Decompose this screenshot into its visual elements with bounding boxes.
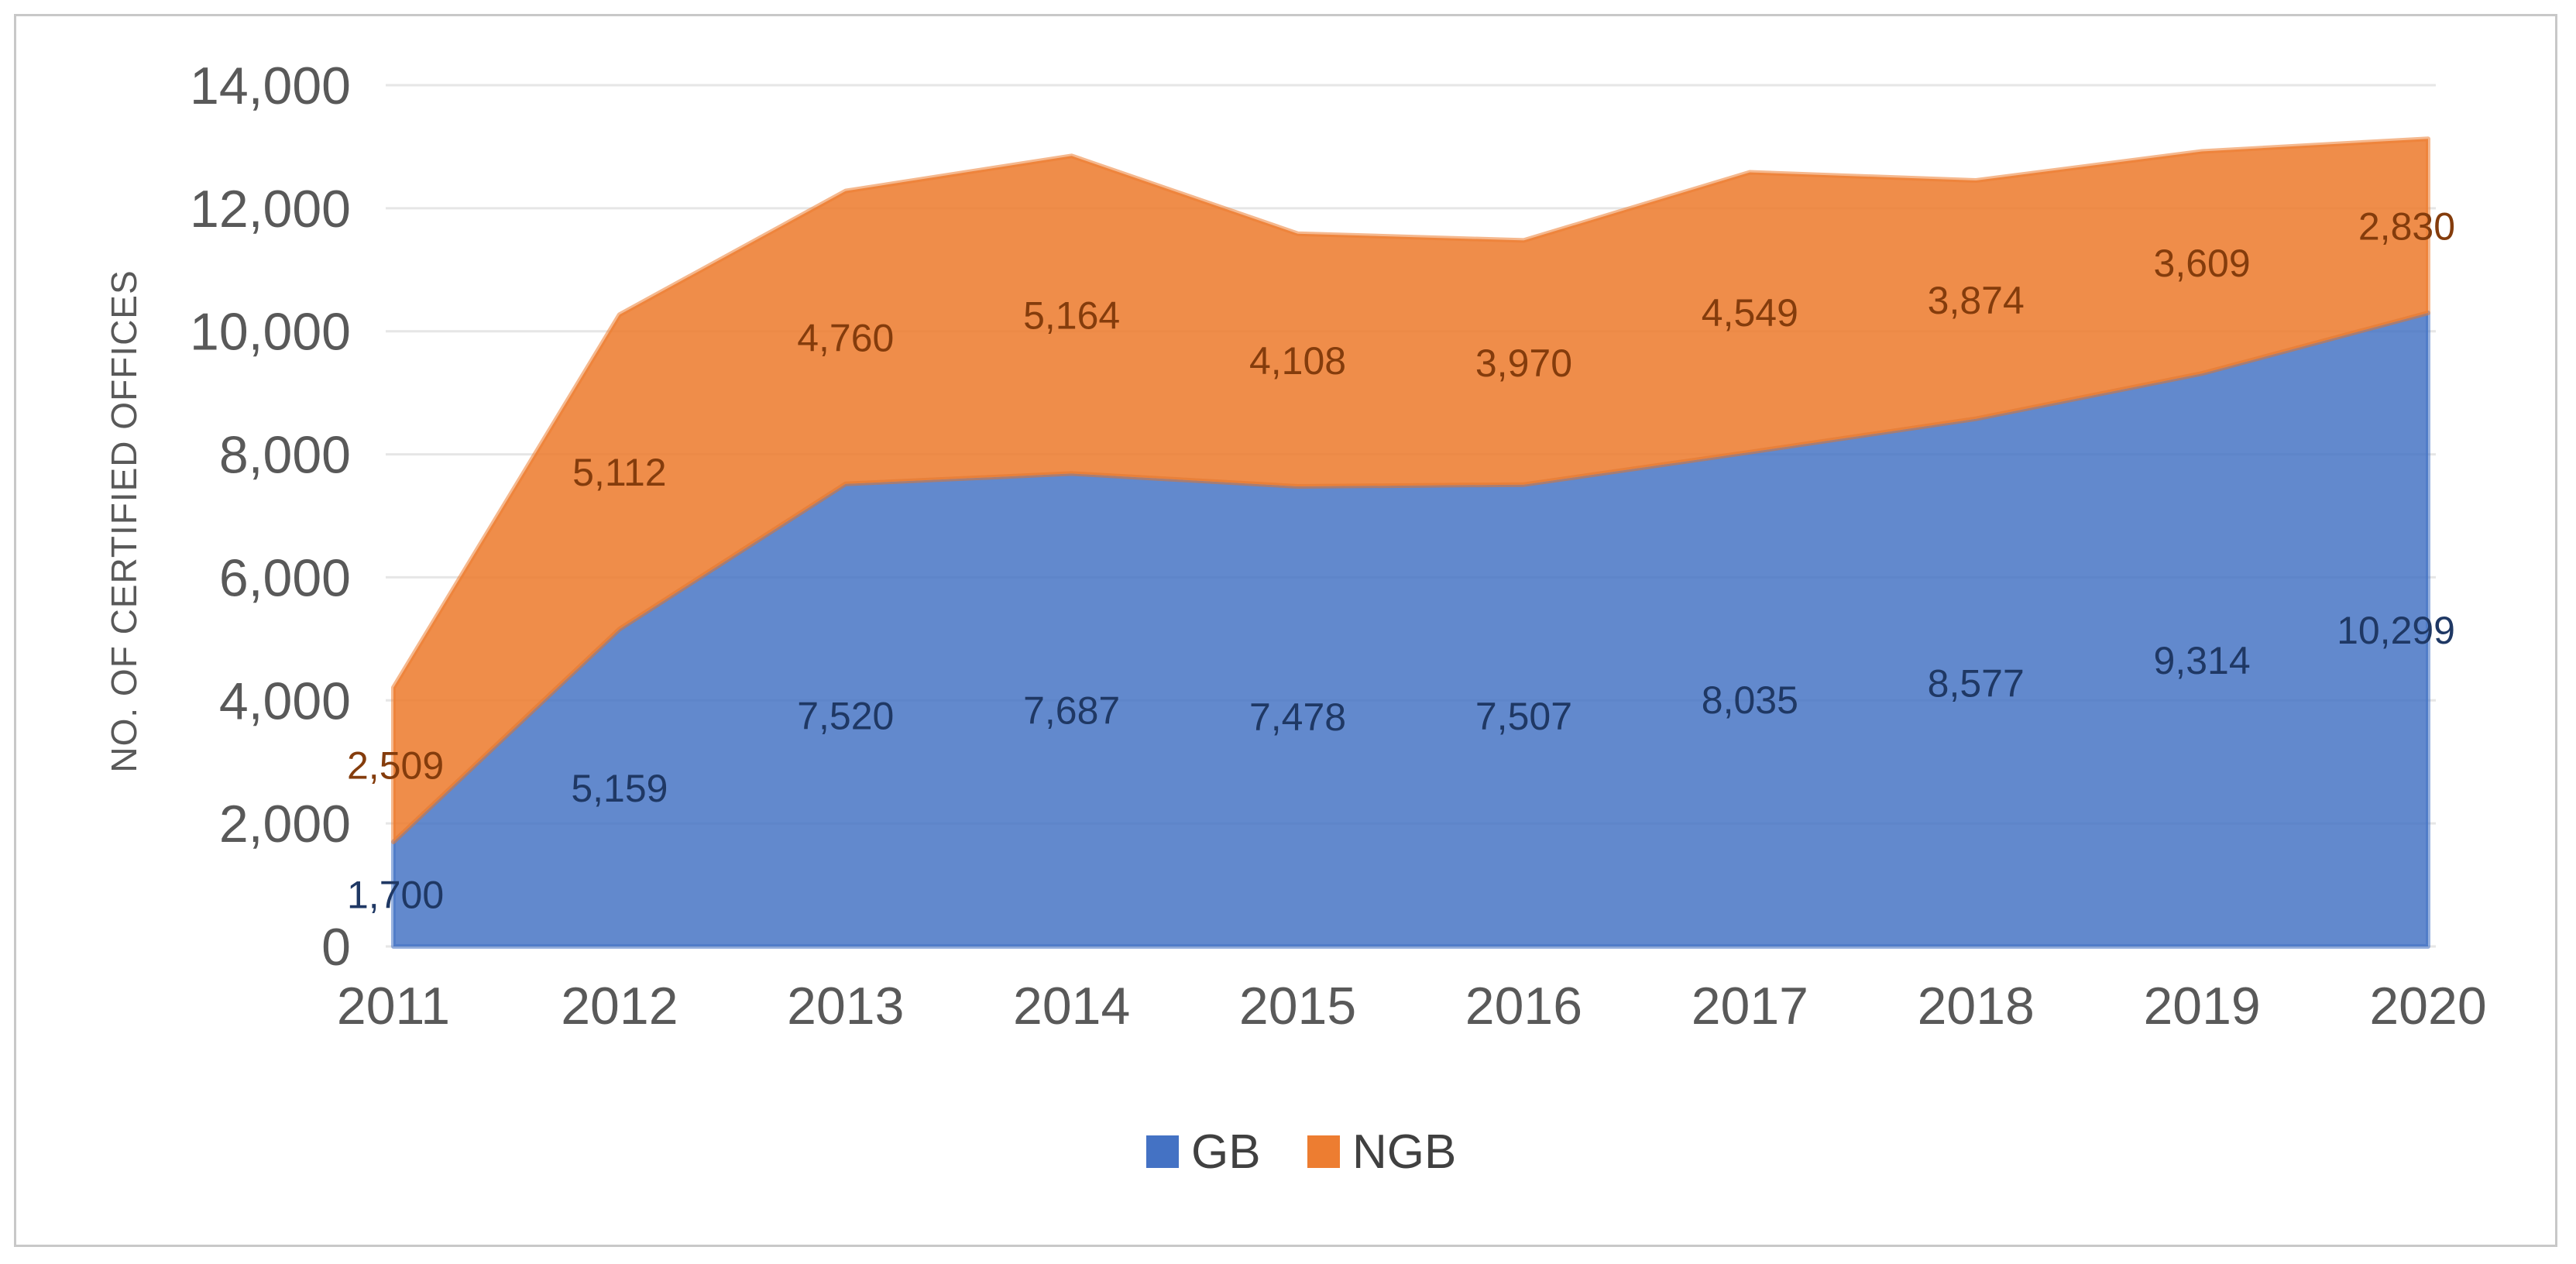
area-series — [391, 136, 2430, 949]
y-axis-title: NO. OF CERTIFIED OFFICES — [104, 270, 144, 772]
x-axis-ticks: 2011 2012 2013 2014 2015 2016 2017 2018 2019 2020 — [337, 977, 2487, 1036]
data-label-gb: 5,159 — [571, 767, 668, 810]
data-label-ngb: 3,609 — [2154, 242, 2251, 285]
y-tick-label: 2,000 — [219, 795, 351, 854]
data-label-gb: 7,687 — [1023, 689, 1120, 733]
data-label-gb: 8,035 — [1702, 678, 1798, 722]
data-label-gb: 1,700 — [347, 873, 444, 916]
x-tick-label: 2015 — [1239, 977, 1356, 1036]
y-tick-label: 12,000 — [190, 180, 351, 239]
y-axis-ticks: 0 2,000 4,000 6,000 8,000 10,000 12,000 14,000 — [190, 57, 351, 977]
area-ngb — [391, 136, 2430, 844]
data-label-gb: 7,507 — [1475, 695, 1572, 738]
x-tick-label: 2014 — [1013, 977, 1130, 1036]
data-label-gb: 7,478 — [1249, 696, 1346, 739]
legend: GB NGB — [1146, 1125, 1456, 1179]
x-tick-label: 2012 — [561, 977, 678, 1036]
legend-swatch-gb — [1146, 1135, 1179, 1168]
data-label-gb: 7,520 — [797, 694, 894, 737]
x-tick-label: 2011 — [337, 977, 450, 1036]
data-label-gb: 10,299 — [2337, 609, 2455, 652]
legend-label-ngb: NGB — [1352, 1125, 1456, 1179]
data-label-gb: 8,577 — [1928, 661, 2025, 705]
data-label-gb: 9,314 — [2154, 639, 2251, 682]
y-tick-label: 0 — [321, 918, 351, 977]
data-label-ngb: 3,874 — [1928, 279, 2025, 322]
data-label-ngb: 4,549 — [1702, 291, 1798, 335]
y-tick-label: 4,000 — [219, 672, 351, 730]
data-label-ngb: 5,164 — [1023, 294, 1120, 337]
y-tick-label: 6,000 — [219, 548, 351, 607]
data-label-ngb: 4,760 — [797, 317, 894, 360]
x-tick-label: 2019 — [2143, 977, 2260, 1036]
x-tick-label: 2013 — [787, 977, 904, 1036]
x-tick-label: 2020 — [2369, 977, 2486, 1036]
x-tick-label: 2017 — [1692, 977, 1808, 1036]
y-tick-label: 14,000 — [190, 57, 351, 115]
legend-swatch-ngb — [1307, 1135, 1340, 1168]
legend-label-gb: GB — [1191, 1125, 1261, 1179]
data-label-ngb: 5,112 — [572, 451, 666, 494]
y-tick-label: 10,000 — [190, 303, 351, 362]
x-tick-label: 2018 — [1918, 977, 2035, 1036]
data-label-ngb: 2,830 — [2358, 205, 2455, 249]
data-label-ngb: 3,970 — [1475, 342, 1572, 385]
y-tick-label: 8,000 — [219, 426, 351, 485]
data-label-ngb: 2,509 — [347, 744, 444, 787]
x-tick-label: 2016 — [1465, 977, 1582, 1036]
data-labels: 1,700 5,159 7,520 7,687 7,478 7,507 8,035 8,577… — [347, 205, 2455, 917]
data-label-ngb: 4,108 — [1249, 339, 1346, 383]
